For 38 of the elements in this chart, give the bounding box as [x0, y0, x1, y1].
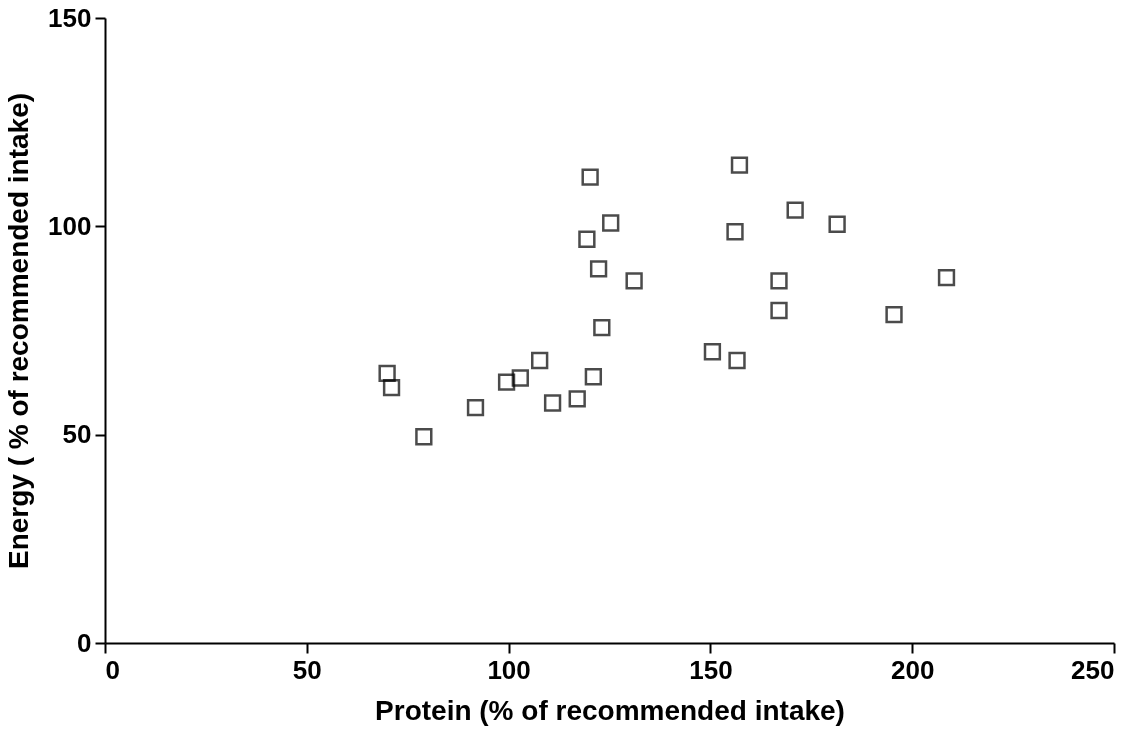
x-tick-label: 50 [292, 654, 322, 685]
y-axis-title: Energy ( % of recommended intake) [3, 92, 35, 570]
point [728, 351, 746, 370]
y-tick-label: 150 [48, 2, 92, 33]
x-axis-title: Protein (% of recommended intake) [375, 694, 845, 726]
point [578, 230, 596, 248]
x-tick-label: 0 [105, 654, 120, 685]
point [382, 378, 401, 397]
point [589, 260, 608, 278]
point [378, 364, 396, 383]
point [602, 214, 620, 232]
point [584, 368, 603, 386]
point [593, 318, 611, 337]
point [625, 272, 643, 290]
point [581, 168, 599, 186]
y-tick-label: 0 [77, 627, 92, 658]
x-tick-label: 250 [1071, 654, 1115, 685]
x-tick-label: 100 [487, 654, 531, 685]
point [543, 394, 562, 412]
point [885, 306, 903, 324]
y-tick-label: 50 [62, 419, 92, 450]
point [730, 156, 749, 174]
point [497, 373, 516, 391]
point [770, 272, 788, 290]
point [511, 369, 529, 387]
x-tick-label: 200 [891, 654, 935, 685]
point [415, 428, 433, 446]
y-tick-label: 100 [48, 210, 92, 241]
point [937, 268, 956, 287]
point [726, 223, 744, 241]
point [828, 215, 846, 233]
point [466, 398, 485, 417]
point [568, 390, 586, 408]
point [770, 301, 788, 320]
x-tick-label: 150 [689, 654, 733, 685]
point [531, 351, 549, 370]
point [786, 201, 804, 219]
point [703, 343, 722, 361]
